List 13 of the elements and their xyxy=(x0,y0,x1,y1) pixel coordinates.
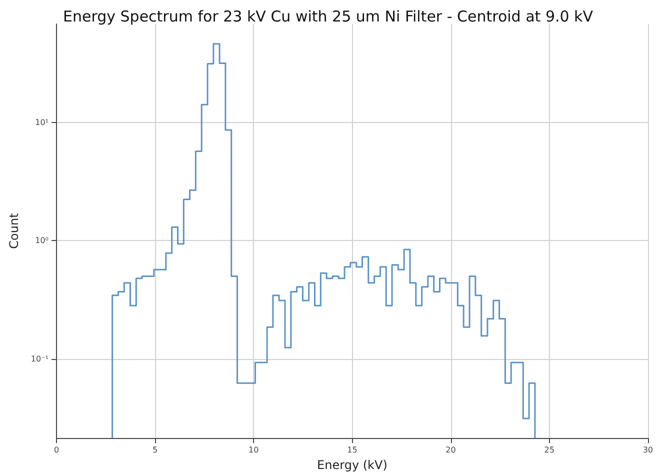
chart-title: Energy Spectrum for 23 kV Cu with 25 um Ni Filter - Centroid at 9.0 kV xyxy=(62,8,594,26)
x-axis-title: Energy (kV) xyxy=(317,458,388,472)
y-tick-label: 10⁰ xyxy=(35,236,49,246)
x-tick-label: 30 xyxy=(642,446,654,455)
x-tick-label: 20 xyxy=(446,446,456,455)
x-tick-label: 5 xyxy=(152,446,158,455)
x-tick-label: 0 xyxy=(54,446,60,455)
y-axis-title: Count xyxy=(7,212,21,249)
x-tick-label: 15 xyxy=(347,446,358,455)
y-tick-label: 10¹ xyxy=(35,118,49,127)
y-tick-label: 10⁻¹ xyxy=(30,354,49,364)
x-tick-label: 25 xyxy=(544,446,554,455)
x-tick-label: 10 xyxy=(248,446,259,455)
